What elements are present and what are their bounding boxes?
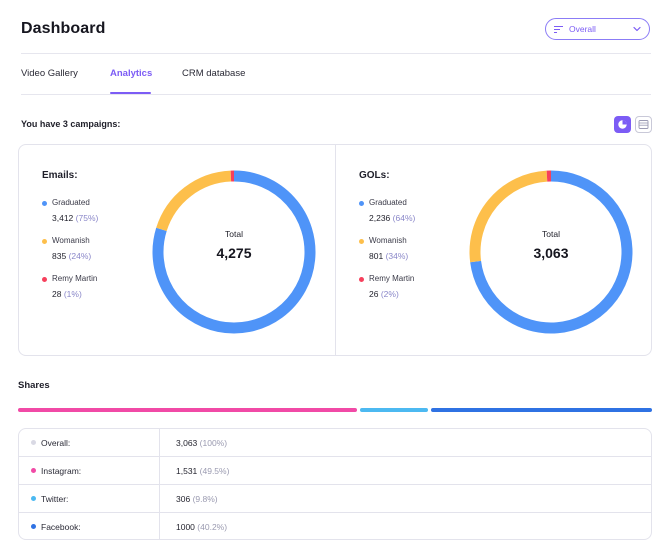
legend-dot	[359, 239, 364, 244]
campaign-charts-card: Emails: Graduated 3,412 (75%) Womanish 8…	[18, 144, 652, 356]
donut-total: Total 4,275	[149, 229, 319, 261]
column-divider	[159, 485, 160, 513]
table-row: Facebook: 1000 (40.2%)	[19, 512, 651, 539]
row-label: Instagram:	[41, 466, 82, 476]
panel-title: GOLs:	[359, 170, 390, 181]
donut-total-label: Total	[542, 229, 560, 239]
row-dot	[31, 496, 36, 501]
column-divider	[159, 513, 160, 539]
table-view-button[interactable]	[635, 116, 652, 133]
tab-video-gallery[interactable]: Video Gallery	[21, 68, 78, 79]
shares-title: Shares	[18, 380, 50, 391]
legend-value: 3,412 (75%)	[52, 213, 99, 223]
instagram-share-bar	[18, 408, 357, 412]
legend-dot	[359, 277, 364, 282]
donut-total-value: 4,275	[216, 245, 252, 261]
page-title: Dashboard	[21, 20, 106, 37]
legend-label: Remy Martin	[52, 274, 98, 283]
emails-donut-chart	[152, 170, 316, 334]
panel-title: Emails:	[42, 170, 78, 181]
legend-dot	[359, 201, 364, 206]
page-header: Dashboard Overall	[21, 0, 651, 54]
twitter-share-bar	[359, 408, 428, 412]
row-label: Twitter:	[41, 494, 69, 504]
legend-label: Graduated	[369, 198, 407, 207]
legend-label: Womanish	[369, 236, 407, 245]
row-dot	[31, 524, 36, 529]
table-row: Overall: 3,063 (100%)	[19, 429, 651, 457]
womanish-segment	[469, 170, 548, 263]
active-tab-indicator	[110, 92, 151, 94]
shares-table: Overall: 3,063 (100%) Instagram: 1,531 (…	[18, 428, 652, 540]
legend-value: 2,236 (64%)	[369, 213, 416, 223]
table-row: Twitter: 306 (9.8%)	[19, 484, 651, 513]
legend-dot	[42, 201, 47, 206]
column-divider	[159, 457, 160, 485]
card-divider	[335, 145, 336, 355]
legend-value: 801 (34%)	[369, 251, 409, 261]
filter-icon	[554, 25, 563, 33]
facebook-share-bar	[430, 408, 652, 412]
donut-total-label: Total	[225, 229, 243, 239]
tab-bar: Video Gallery Analytics CRM database	[21, 54, 651, 95]
row-label: Facebook:	[41, 522, 81, 532]
legend-label: Womanish	[52, 236, 90, 245]
campaigns-count-text: You have 3 campaigns:	[21, 119, 121, 129]
table-icon	[638, 120, 649, 129]
column-divider	[159, 429, 160, 457]
legend-value: 28 (1%)	[52, 289, 82, 299]
legend-dot	[42, 277, 47, 282]
filter-dropdown-value: Overall	[569, 24, 596, 34]
tab-analytics[interactable]: Analytics	[110, 68, 153, 79]
filter-dropdown[interactable]: Overall	[545, 18, 650, 40]
legend-label: Remy Martin	[369, 274, 415, 283]
graduated-segment	[152, 170, 316, 334]
legend-dot	[42, 239, 47, 244]
row-value: 306 (9.8%)	[176, 494, 218, 504]
legend-value: 835 (24%)	[52, 251, 92, 261]
row-label: Overall:	[41, 438, 71, 448]
graduated-segment	[470, 170, 633, 334]
womanish-segment	[156, 170, 232, 232]
row-value: 3,063 (100%)	[176, 438, 228, 448]
row-dot	[31, 468, 36, 473]
donut-total: Total 3,063	[466, 229, 636, 261]
row-value: 1,531 (49.5%)	[176, 466, 230, 476]
row-dot	[31, 440, 36, 445]
legend-label: Graduated	[52, 198, 90, 207]
row-value: 1000 (40.2%)	[176, 522, 228, 532]
emails-panel: Emails: Graduated 3,412 (75%) Womanish 8…	[19, 145, 335, 355]
legend-value: 26 (2%)	[369, 289, 399, 299]
gols-panel: GOLs: Graduated 2,236 (64%) Womanish 801…	[336, 145, 652, 355]
tab-crm-database[interactable]: CRM database	[182, 68, 246, 79]
chevron-down-icon	[633, 26, 641, 32]
donut-total-value: 3,063	[533, 245, 569, 261]
table-row: Instagram: 1,531 (49.5%)	[19, 456, 651, 485]
pie-view-button[interactable]	[614, 116, 631, 133]
pie-chart-icon	[618, 120, 627, 129]
gols-donut-chart	[469, 170, 633, 334]
